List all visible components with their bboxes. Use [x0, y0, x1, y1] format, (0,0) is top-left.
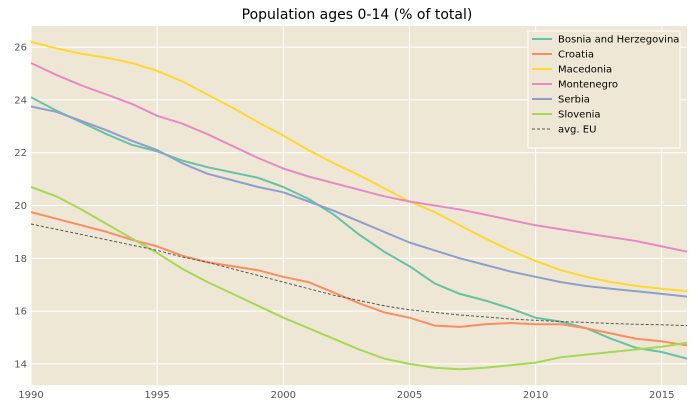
x-axis-ticks: 1990 1995 2000 2005 2010 2015: [18, 390, 674, 401]
y-tick-label: 18: [14, 254, 27, 265]
legend-label: Macedonia: [558, 65, 612, 76]
y-tick-label: 26: [14, 43, 27, 54]
series-line-montenegro: [30, 62, 688, 253]
chart-title: Population ages 0-14 (% of total): [242, 7, 473, 23]
y-tick-label: 24: [14, 95, 27, 106]
series-line-serbia: [30, 105, 688, 298]
legend: Bosnia and Herzegovina Croatia Macedonia Mo…: [527, 30, 681, 149]
y-tick-label: 14: [14, 359, 27, 370]
legend-box: [527, 30, 681, 149]
legend-label: avg. EU: [558, 125, 596, 136]
legend-label: Slovenia: [558, 110, 601, 121]
x-tick-label: 2000: [271, 390, 296, 401]
y-tick-label: 22: [14, 148, 27, 159]
series-line-croatia: [30, 211, 688, 347]
x-tick-label: 1990: [18, 390, 43, 401]
y-tick-label: 20: [14, 201, 27, 212]
x-tick-label: 1995: [144, 390, 169, 401]
series-lines: [30, 40, 688, 371]
y-axis-ticks: 14 16 18 20 22 24 26: [14, 43, 27, 371]
series-line-avg-eu: [30, 223, 688, 327]
series-line-macedonia: [30, 40, 688, 293]
legend-label: Bosnia and Herzegovina: [558, 35, 679, 46]
x-tick-label: 2005: [397, 390, 422, 401]
grid-lines: [30, 26, 687, 385]
legend-label: Serbia: [558, 95, 590, 106]
x-tick-label: 2010: [523, 390, 548, 401]
legend-label: Montenegro: [558, 80, 618, 91]
x-tick-label: 2015: [649, 390, 674, 401]
y-tick-label: 16: [14, 307, 27, 318]
series-line-slovenia: [30, 186, 688, 371]
legend-label: Croatia: [558, 50, 594, 61]
